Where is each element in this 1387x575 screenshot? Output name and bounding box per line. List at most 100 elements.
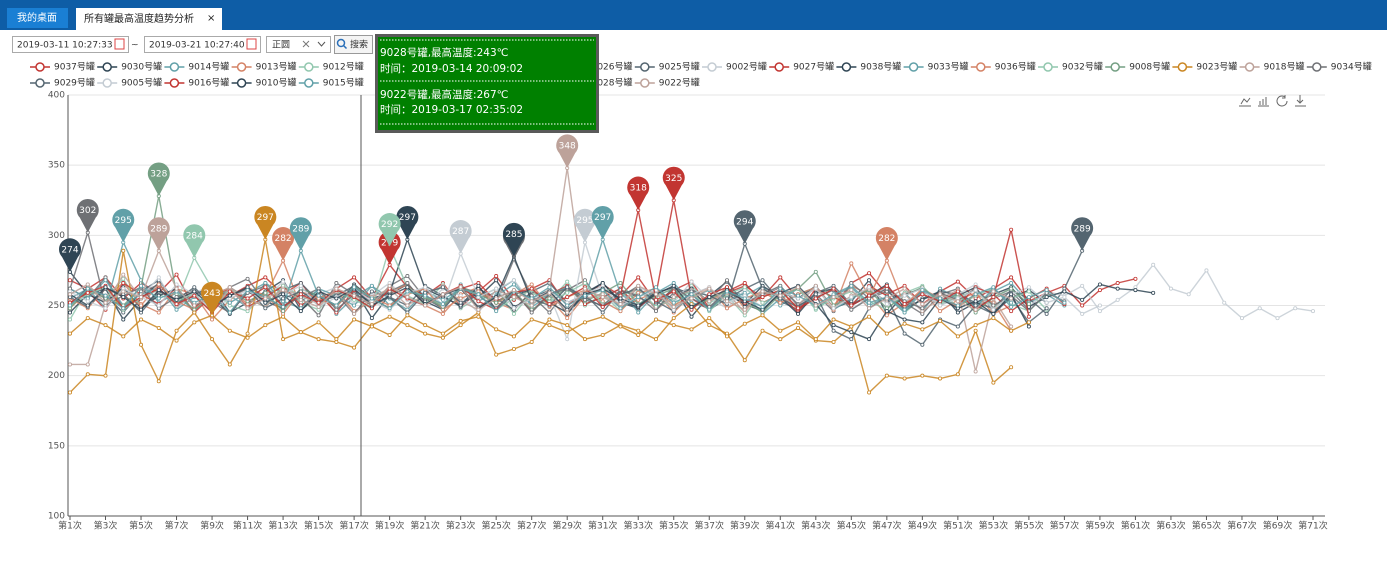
data-point	[760, 289, 765, 294]
data-point	[476, 307, 481, 312]
data-point	[334, 337, 339, 342]
legend-label[interactable]: 9002号罐	[726, 61, 767, 73]
tool-icon[interactable]	[1258, 97, 1269, 107]
legend-label[interactable]: 9008号罐	[1129, 61, 1170, 73]
data-point	[671, 304, 676, 309]
data-point	[725, 334, 730, 339]
select-value[interactable]: 正圆	[272, 40, 290, 51]
legend-label[interactable]: 9029号罐	[54, 77, 95, 89]
legend-label[interactable]: 9013号罐	[256, 61, 297, 73]
data-point	[85, 282, 90, 287]
data-point	[582, 337, 587, 342]
data-point	[494, 278, 499, 283]
data-point	[742, 281, 747, 286]
data-point	[192, 285, 197, 290]
max-pin	[112, 208, 135, 243]
legend-label[interactable]: 9025号罐	[659, 61, 700, 73]
data-point	[121, 276, 126, 281]
legend-symbol	[1177, 62, 1188, 72]
tool-icon[interactable]	[1295, 95, 1306, 107]
data-point	[511, 295, 516, 300]
search-icon[interactable]	[336, 38, 346, 48]
data-point	[103, 373, 108, 378]
data-point	[281, 288, 286, 293]
legend-label[interactable]: 9015号罐	[323, 77, 364, 89]
data-point	[68, 303, 73, 308]
date-input[interactable]	[12, 36, 129, 53]
data-point	[494, 309, 499, 314]
data-point	[884, 309, 889, 314]
data-point	[671, 283, 676, 288]
data-point	[884, 373, 889, 378]
legend-label[interactable]: 9005号罐	[121, 77, 162, 89]
calendar-icon[interactable]	[246, 38, 257, 50]
data-point	[85, 303, 90, 308]
data-point	[245, 296, 250, 301]
search-label[interactable]: 搜索	[350, 39, 368, 51]
data-point	[369, 289, 374, 294]
legend-label[interactable]: 9036号罐	[995, 61, 1036, 73]
tab-active[interactable]	[76, 8, 222, 30]
data-point	[263, 275, 268, 280]
select[interactable]	[266, 36, 331, 53]
plot: 100 150 200 250 300 350 400 第1次 第3次 第5次 第7次 第9次 第11次…	[48, 91, 1328, 532]
data-point	[849, 307, 854, 312]
data-point	[139, 342, 144, 347]
data-point	[689, 304, 694, 309]
data-point	[121, 317, 126, 322]
search-icon[interactable]	[342, 44, 348, 50]
data-point	[973, 307, 978, 312]
data-point	[529, 282, 534, 287]
max-pin-label: 243	[203, 289, 220, 299]
legend-label[interactable]: 9034号罐	[1331, 61, 1372, 73]
legend-label[interactable]: 9032号罐	[1062, 61, 1103, 73]
data-point	[174, 286, 179, 291]
date-value[interactable]: 2019-03-11 10:27:33	[17, 41, 113, 51]
data-point	[760, 295, 765, 300]
x-tick-label: 第61次	[1121, 520, 1150, 532]
data-point	[902, 293, 907, 298]
legend-label[interactable]: 9028号罐	[592, 77, 633, 89]
data-point	[991, 380, 996, 385]
tool-icon[interactable]	[1276, 95, 1288, 107]
data-point	[1097, 288, 1102, 293]
tool-icon[interactable]	[1239, 97, 1251, 107]
data-point	[511, 334, 516, 339]
max-pin	[254, 205, 277, 240]
tab-close[interactable]: ×	[207, 13, 215, 24]
data-point	[1026, 295, 1031, 300]
x-tick-label: 第67次	[1227, 520, 1256, 532]
legend-label[interactable]: 9010号罐	[256, 77, 297, 89]
data-point	[1293, 306, 1298, 311]
tab-label[interactable]: 我的桌面	[17, 11, 57, 24]
data-point	[547, 302, 552, 307]
data-point	[316, 320, 321, 325]
data-point	[884, 302, 889, 307]
legend-label[interactable]: 9038号罐	[860, 61, 901, 73]
data-point	[529, 310, 534, 315]
legend-label[interactable]: 9037号罐	[54, 61, 95, 73]
dropdown-icon[interactable]	[317, 41, 326, 47]
x-tick-label: 第25次	[481, 520, 510, 532]
date-input[interactable]	[144, 36, 261, 53]
date-value[interactable]: 2019-03-21 10:27:40	[149, 41, 245, 51]
legend-label[interactable]: 9023号罐	[1196, 61, 1237, 73]
legend-label[interactable]: 9012号罐	[323, 61, 364, 73]
tab-label[interactable]: 所有罐最高温度趋势分析	[84, 12, 194, 25]
calendar-icon[interactable]	[114, 38, 125, 50]
legend-label[interactable]: 9016号罐	[188, 77, 229, 89]
clear-icon[interactable]	[302, 40, 310, 48]
legend-label[interactable]: 9018号罐	[1264, 61, 1305, 73]
legend-label[interactable]: 9026号罐	[592, 61, 633, 73]
data-point	[831, 328, 836, 333]
legend-label[interactable]: 9030号罐	[121, 61, 162, 73]
data-point	[511, 311, 516, 316]
data-point	[174, 307, 179, 312]
tab[interactable]	[7, 8, 68, 28]
legend-label[interactable]: 9033号罐	[928, 61, 969, 73]
legend-label[interactable]: 9022号罐	[659, 77, 700, 89]
legend-label[interactable]: 9014号罐	[188, 61, 229, 73]
legend-label[interactable]: 9027号罐	[793, 61, 834, 73]
data-point	[121, 334, 126, 339]
